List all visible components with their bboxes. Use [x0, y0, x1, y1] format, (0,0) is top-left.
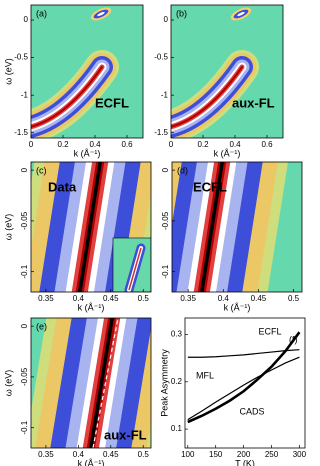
x-tick-label: 0.4: [73, 294, 85, 303]
x-tick-label: 0: [169, 140, 174, 149]
heat-band: [31, 66, 103, 128]
series-line: [187, 356, 300, 421]
y-tick-label: -0.1: [161, 264, 170, 278]
y-tick-label: -0.05: [20, 367, 29, 386]
x-axis-label: k (Å⁻¹): [224, 302, 251, 312]
x-axis-label: k (Å⁻¹): [74, 148, 101, 158]
y-tick-label: 0: [20, 323, 29, 328]
frame: [184, 317, 306, 449]
x-tick-label: 0.45: [103, 294, 119, 303]
x-tick-label: 0.4: [89, 140, 101, 149]
x-tick-label: 250: [265, 450, 279, 459]
series-line: [187, 349, 300, 358]
y-axis-label: ω (eV): [3, 214, 13, 241]
y-tick-label: 0: [161, 167, 170, 172]
x-tick-label: 0.35: [180, 294, 196, 303]
x-tick-label: 0.35: [38, 450, 54, 459]
annotation: aux-FL: [232, 95, 275, 110]
y-tick-label: -1: [161, 90, 169, 99]
y-tick-label: 0.2: [171, 377, 183, 386]
x-tick-label: 150: [209, 450, 223, 459]
frame: [171, 161, 303, 293]
heatmap: [171, 5, 283, 138]
inset-band: [128, 247, 142, 291]
series-line: [187, 331, 301, 424]
frame: [30, 4, 144, 139]
panel-label: (b): [176, 8, 187, 18]
x-tick-label: 0.2: [57, 140, 69, 149]
x-tick-label: 0.4: [229, 140, 241, 149]
panel-label: (e): [36, 321, 47, 331]
x-tick-label: 0.5: [138, 450, 150, 459]
x-tick-label: 0: [29, 140, 34, 149]
y-axis-label: ω (eV): [3, 370, 13, 397]
panel-label: (c): [36, 165, 47, 175]
heat-blob: [237, 11, 245, 17]
x-tick-label: 0.2: [197, 140, 209, 149]
center-line: [200, 162, 224, 292]
y-axis-label: Peak Asymmetry: [159, 349, 169, 417]
annotation: ECFL: [193, 179, 227, 194]
heatmap: [172, 162, 302, 292]
y-tick-label: -1: [21, 90, 29, 99]
panel-label: (a): [36, 8, 47, 18]
x-axis-label: k (Å⁻¹): [78, 302, 105, 312]
panel-label: (d): [177, 165, 188, 175]
y-tick-label: -1.5: [14, 128, 28, 137]
dash-line: [92, 318, 119, 448]
series-label: ECFL: [258, 326, 281, 336]
annotation: aux-FL: [104, 427, 147, 442]
y-tick-label: 0: [164, 15, 169, 24]
x-tick-label: 0.45: [251, 294, 267, 303]
x-tick-label: 300: [293, 450, 307, 459]
x-tick-label: 0.45: [103, 450, 119, 459]
heat-band: [171, 66, 243, 128]
x-axis-label: T (K): [235, 458, 255, 466]
frame: [30, 317, 152, 449]
x-tick-label: 100: [181, 450, 195, 459]
y-tick-label: -0.05: [161, 211, 170, 230]
series-label: MFL: [196, 370, 214, 380]
x-tick-label: 0.5: [138, 294, 150, 303]
x-tick-label: 0.6: [121, 140, 133, 149]
y-tick-label: 0.1: [171, 424, 183, 433]
heat-blob: [97, 11, 105, 17]
y-tick-label: -0.1: [20, 420, 29, 434]
frame: [170, 4, 284, 139]
y-tick-label: -0.05: [20, 211, 29, 230]
x-axis-label: k (Å⁻¹): [214, 148, 241, 158]
heatmap: [31, 318, 151, 448]
x-tick-label: 0.5: [288, 294, 300, 303]
x-tick-label: 0.4: [218, 294, 230, 303]
x-tick-label: 200: [237, 450, 251, 459]
center-line: [78, 162, 102, 292]
series-label: CADS: [239, 406, 264, 416]
x-tick-label: 0.35: [38, 294, 54, 303]
y-tick-label: -0.5: [14, 53, 28, 62]
y-tick-label: -0.5: [154, 53, 168, 62]
center-line: [89, 318, 114, 448]
figure: 0 0.2 0.4 0.6 0 -0.5 -1 -1.5 k (Å⁻¹) ω (eV) (a) ECF…: [3, 4, 307, 466]
x-axis-label: k (Å⁻¹): [78, 458, 105, 466]
x-tick-label: 0.4: [73, 450, 85, 459]
y-axis-label: ω (eV): [3, 58, 13, 85]
annotation: Data: [48, 179, 77, 194]
y-tick-label: 0: [24, 15, 29, 24]
annotation: ECFL: [95, 95, 129, 110]
y-tick-label: -1.5: [154, 128, 168, 137]
y-tick-label: -0.1: [20, 264, 29, 278]
frame: [30, 161, 152, 293]
heatmap: [31, 162, 151, 292]
x-tick-label: 0.6: [261, 140, 273, 149]
y-tick-label: 0: [20, 167, 29, 172]
heatmap: [31, 5, 143, 138]
y-tick-label: 0.3: [171, 330, 183, 339]
